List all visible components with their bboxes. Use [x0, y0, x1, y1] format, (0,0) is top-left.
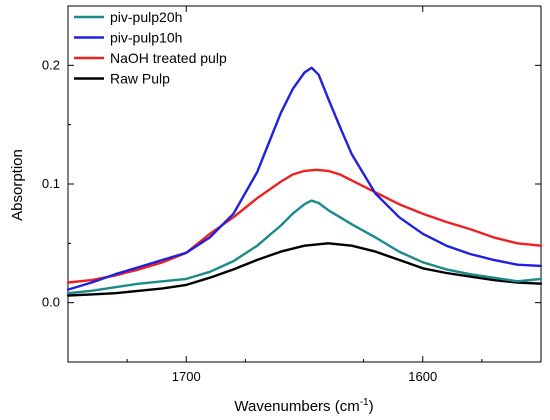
x-axis-title-superscript: -1: [360, 397, 369, 408]
series-line-3: [66, 242, 543, 297]
series-line-2: [66, 168, 543, 284]
tick-layer: 1700 1600 0.0 0.1 0.2: [42, 5, 541, 384]
legend-label-3: Raw Pulp: [110, 71, 170, 87]
series-layer: [66, 66, 543, 297]
x-axis-title-main: Wavenumbers (cm: [234, 398, 359, 415]
plot-area: 1700 1600 0.0 0.1 0.2: [42, 5, 543, 384]
y-tick-label-0: 0.0: [42, 295, 60, 310]
x-tick-label-0: 1700: [172, 369, 201, 384]
legend-item-0: piv-pulp20h: [74, 9, 182, 25]
series-line-1: [66, 66, 543, 291]
x-tick-label-1: 1600: [408, 369, 437, 384]
x-axis-title-close: ): [369, 398, 374, 415]
y-axis-title: Absorption: [9, 149, 26, 221]
series-line-0: [66, 199, 543, 295]
y-tick-label-1: 0.1: [42, 176, 60, 191]
legend-item-2: NaOH treated pulp: [74, 50, 227, 66]
x-axis-title: Wavenumbers (cm-1): [234, 397, 373, 415]
legend: piv-pulp20h piv-pulp10h NaOH treated pulp R…: [74, 9, 227, 87]
legend-label-1: piv-pulp10h: [110, 30, 182, 46]
y-tick-label-2: 0.2: [42, 57, 60, 72]
legend-label-2: NaOH treated pulp: [110, 50, 227, 66]
legend-item-1: piv-pulp10h: [74, 30, 182, 46]
legend-item-3: Raw Pulp: [74, 71, 170, 87]
legend-label-0: piv-pulp20h: [110, 9, 182, 25]
